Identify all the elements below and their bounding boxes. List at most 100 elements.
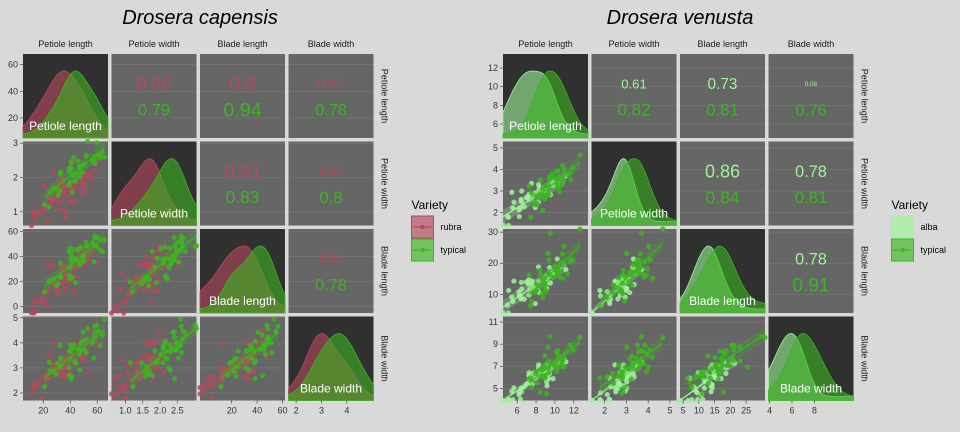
point-alba (518, 279, 524, 285)
point-alba (511, 278, 517, 284)
point-typical (737, 358, 743, 364)
x-tick-label: 12 (569, 406, 579, 416)
point-rubra (66, 192, 72, 199)
cell-0-3: 0.67 0.78 (288, 54, 374, 138)
point-typical (713, 361, 720, 367)
point-typical (94, 322, 100, 328)
x-tick-label: 60 (277, 406, 287, 416)
point-typical (72, 279, 79, 286)
point-rubra (61, 207, 67, 213)
point-rubra (112, 376, 118, 382)
point-typical (554, 349, 560, 355)
x-tick-label: 25 (741, 406, 751, 416)
point-typical (528, 384, 535, 391)
point-typical (72, 178, 79, 184)
point-typical (707, 375, 713, 381)
point-typical (534, 282, 541, 288)
point-alba (525, 281, 531, 287)
point-typical (149, 248, 155, 254)
point-typical (546, 358, 552, 364)
x-tick-label: 1.5 (136, 406, 149, 416)
y-tick-label: 20 (8, 113, 18, 123)
point-rubra (81, 181, 87, 187)
density-typical (199, 245, 286, 314)
point-typical (76, 351, 82, 357)
point-typical (167, 367, 173, 373)
point-typical (731, 342, 737, 348)
point-typical (101, 154, 108, 160)
x-tick-label: 3 (624, 406, 629, 416)
panel-background (200, 54, 285, 138)
panel-background (200, 141, 285, 226)
point-typical (542, 192, 548, 198)
legend-key-point (900, 247, 905, 253)
point-typical (619, 375, 626, 381)
point-typical (621, 384, 628, 391)
point-typical (160, 345, 166, 351)
diagonal-label: Blade width (780, 382, 842, 396)
panel-background (111, 54, 197, 138)
legend-label: typical (921, 245, 947, 255)
correlation-typical: 0.94 (223, 99, 261, 121)
cell-2-2: Blade length (679, 229, 766, 314)
y-tick-label: 6 (493, 119, 498, 129)
y-tick-label: 9 (493, 339, 498, 349)
point-typical (712, 354, 718, 360)
point-typical (178, 237, 184, 243)
point-typical (609, 370, 616, 376)
point-alba (536, 362, 542, 368)
point-alba (547, 264, 553, 271)
cell-2-0 (500, 226, 588, 316)
point-typical (737, 344, 743, 350)
cell-2-1 (108, 229, 200, 316)
point-rubra (51, 340, 57, 346)
fit-line-typical (44, 236, 105, 287)
y-tick-label: 4 (13, 338, 18, 348)
point-typical (171, 329, 177, 335)
point-typical (646, 364, 652, 370)
point-typical (528, 214, 534, 220)
correlation-alba: 0.61 (621, 76, 646, 91)
point-rubra (243, 361, 250, 367)
point-typical (252, 338, 258, 344)
point-typical (542, 375, 548, 381)
point-typical (762, 334, 768, 341)
point-typical (94, 140, 100, 146)
point-typical (556, 185, 562, 191)
point-typical (41, 384, 48, 390)
point-rubra (143, 254, 149, 260)
point-alba (630, 256, 637, 262)
panel-background (591, 54, 677, 138)
point-typical (561, 243, 567, 250)
correlation-rubra: 0.53 (320, 164, 343, 178)
point-rubra (142, 286, 148, 292)
correlation-typical: 0.82 (617, 101, 650, 120)
point-rubra (50, 197, 56, 204)
point-rubra (51, 263, 57, 269)
row-header: Petiole width (380, 158, 390, 209)
point-typical (66, 372, 72, 379)
point-alba (616, 380, 622, 386)
point-typical (175, 355, 182, 361)
point-alba (517, 396, 524, 402)
point-typical (642, 342, 648, 348)
x-tick-label: 40 (252, 406, 262, 416)
point-alba (598, 397, 604, 404)
x-tick-label: 5 (667, 406, 672, 416)
row-header: Petiole width (860, 158, 870, 209)
cell-1-3: 0.53 0.8 (288, 141, 374, 226)
diagonal-label: Blade length (689, 294, 756, 308)
cell-3-2 (677, 316, 768, 404)
point-typical (66, 365, 72, 371)
point-typical (97, 247, 104, 253)
point-alba (526, 370, 532, 376)
point-typical (556, 189, 563, 195)
point-rubra (115, 308, 121, 314)
point-typical (101, 316, 108, 322)
point-rubra (115, 384, 121, 390)
point-typical (53, 371, 59, 378)
x-tick-label: 5 (681, 406, 686, 416)
diagonal-label: Petiole length (29, 119, 102, 133)
